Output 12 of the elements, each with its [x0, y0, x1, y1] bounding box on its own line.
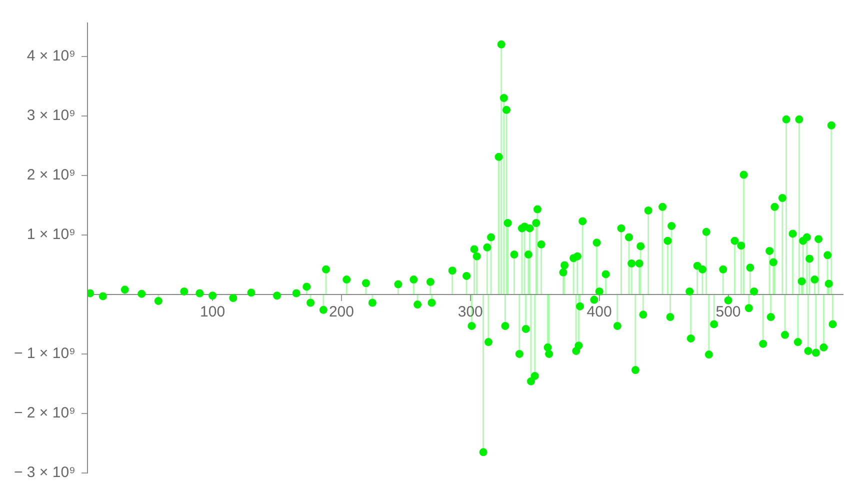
- x-tick-label: 300: [458, 304, 483, 321]
- y-tick-label: 1 × 10⁹: [26, 226, 76, 244]
- y-tick-label: 4 × 10⁹: [26, 47, 76, 64]
- y-tick-label: 2 × 10⁹: [26, 166, 76, 184]
- y-tick-label: − 3 × 10⁹: [14, 464, 76, 482]
- y-tick-label: − 1 × 10⁹: [14, 345, 76, 362]
- x-tick-label: 200: [328, 304, 354, 321]
- x-tick-label: 500: [716, 304, 741, 321]
- y-tick-label: 3 × 10⁹: [26, 107, 76, 124]
- y-tick-label: − 2 × 10⁹: [14, 404, 76, 422]
- x-tick-label: 400: [586, 304, 612, 321]
- x-tick-label: 100: [200, 304, 226, 321]
